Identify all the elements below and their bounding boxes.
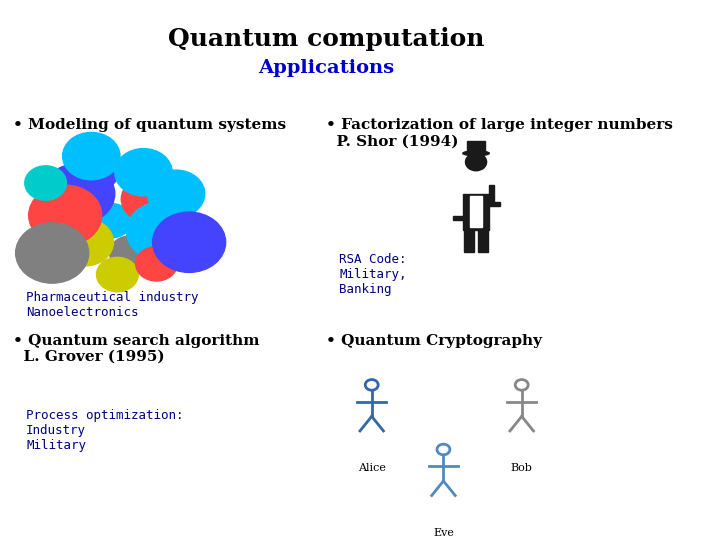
Text: Alice: Alice [358, 463, 386, 473]
Circle shape [121, 176, 179, 223]
Circle shape [148, 170, 204, 218]
Text: Pharmaceutical industry
Nanoelectronics: Pharmaceutical industry Nanoelectronics [26, 291, 199, 319]
FancyBboxPatch shape [478, 230, 487, 252]
FancyBboxPatch shape [470, 196, 482, 227]
Circle shape [90, 204, 132, 238]
Circle shape [153, 212, 225, 272]
Circle shape [42, 164, 114, 224]
Circle shape [29, 185, 102, 246]
Circle shape [114, 148, 172, 196]
Circle shape [109, 236, 151, 270]
Text: Eve: Eve [433, 528, 454, 537]
Text: • Modeling of quantum systems: • Modeling of quantum systems [13, 118, 286, 132]
Circle shape [135, 247, 177, 281]
FancyBboxPatch shape [464, 230, 474, 252]
Text: Applications: Applications [258, 59, 394, 77]
Circle shape [96, 258, 138, 292]
Text: • Quantum Cryptography: • Quantum Cryptography [326, 334, 542, 348]
FancyBboxPatch shape [489, 202, 500, 206]
FancyBboxPatch shape [463, 193, 489, 230]
Text: RSA Code:
Military,
Banking: RSA Code: Military, Banking [339, 253, 407, 296]
Text: Bob: Bob [510, 463, 533, 473]
Circle shape [24, 166, 66, 200]
Ellipse shape [463, 151, 490, 156]
FancyBboxPatch shape [467, 141, 485, 153]
Text: • Factorization of large integer numbers
  P. Shor (1994): • Factorization of large integer numbers… [326, 118, 673, 149]
Circle shape [127, 201, 199, 261]
FancyBboxPatch shape [453, 217, 463, 220]
Circle shape [466, 153, 487, 171]
Circle shape [56, 219, 114, 266]
Text: Process optimization:
Industry
Military: Process optimization: Industry Military [26, 409, 184, 452]
Text: Quantum computation: Quantum computation [168, 27, 485, 51]
Text: • Quantum search algorithm
  L. Grover (1995): • Quantum search algorithm L. Grover (19… [13, 334, 259, 364]
Circle shape [16, 223, 89, 283]
FancyBboxPatch shape [489, 185, 494, 202]
Circle shape [77, 155, 119, 190]
Circle shape [63, 132, 120, 180]
